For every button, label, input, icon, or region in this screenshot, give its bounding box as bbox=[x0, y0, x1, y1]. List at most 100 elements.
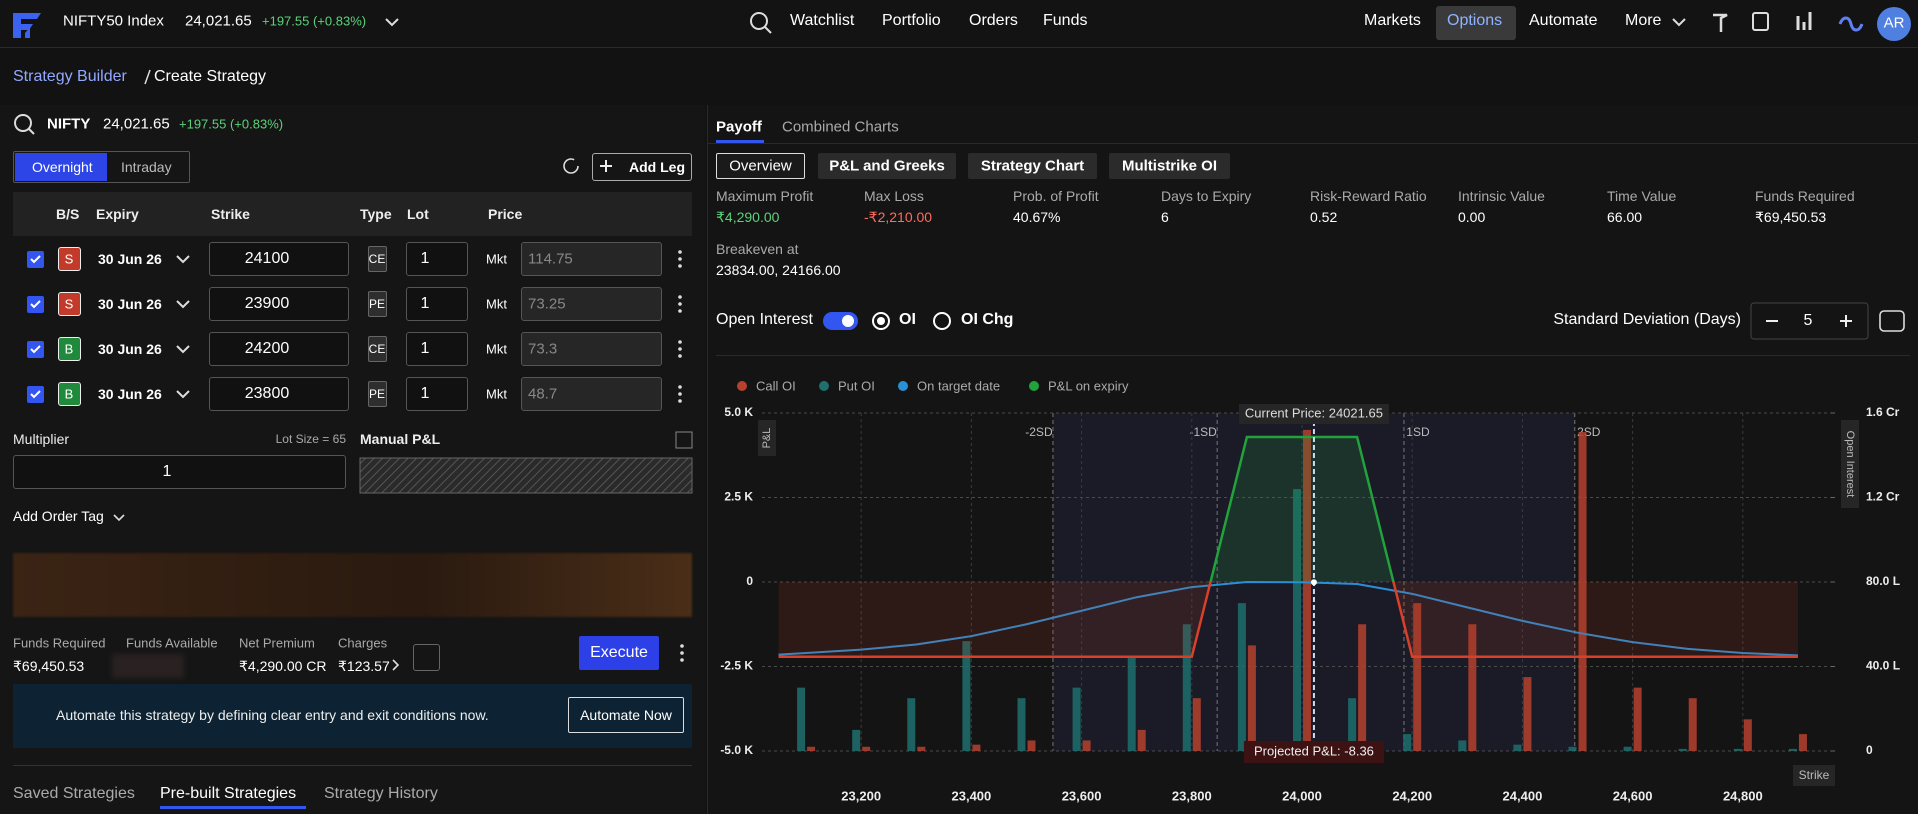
oi-bar bbox=[1523, 677, 1532, 751]
summary-label: Net Premium bbox=[239, 635, 315, 651]
side-badge[interactable] bbox=[58, 247, 81, 271]
type-box[interactable] bbox=[368, 336, 387, 362]
divider bbox=[13, 765, 692, 766]
automate-button[interactable] bbox=[568, 697, 684, 733]
lot-input[interactable] bbox=[406, 377, 468, 411]
summary-label: Funds Required bbox=[13, 635, 106, 651]
option-type: PE bbox=[368, 297, 386, 311]
avatar: AR bbox=[1883, 14, 1905, 32]
nav-link[interactable]: Automate bbox=[1529, 12, 1598, 29]
option-type: CE bbox=[368, 252, 386, 266]
refresh-charges[interactable] bbox=[413, 644, 440, 671]
x-tick-label: 24,000 bbox=[1282, 788, 1322, 803]
oi-bar bbox=[917, 746, 926, 751]
strike-input[interactable] bbox=[209, 242, 349, 276]
price-input[interactable] bbox=[521, 242, 662, 276]
sd-label: Standard Deviation (Days) bbox=[1553, 311, 1741, 328]
oi-label: Open Interest bbox=[716, 311, 813, 328]
side-badge[interactable] bbox=[58, 382, 81, 406]
lot-input[interactable] bbox=[406, 242, 468, 276]
price-input[interactable] bbox=[521, 377, 662, 411]
summary-value: ₹123.57 bbox=[338, 658, 390, 674]
y2-axis-title: Open Interest bbox=[1844, 431, 1856, 498]
order-tag[interactable]: Add Order Tag bbox=[13, 508, 104, 524]
lot-input[interactable] bbox=[406, 287, 468, 321]
strike-input[interactable] bbox=[209, 287, 349, 321]
metric-value: 0.00 bbox=[1458, 209, 1486, 225]
expiry: 30 Jun 26 bbox=[98, 386, 162, 402]
nav-link[interactable]: Funds bbox=[1043, 12, 1088, 29]
mode-toggle bbox=[13, 151, 190, 183]
lot-input[interactable] bbox=[406, 332, 468, 366]
execute-label: Execute bbox=[590, 644, 648, 661]
type-box[interactable] bbox=[368, 381, 387, 407]
option-type: CE bbox=[368, 342, 386, 356]
right-panel bbox=[707, 105, 1918, 814]
nav-link[interactable]: More bbox=[1625, 12, 1662, 29]
strike-input[interactable] bbox=[209, 377, 349, 411]
nav-link[interactable]: Portfolio bbox=[882, 12, 941, 29]
mode-tab[interactable]: Overnight bbox=[32, 159, 93, 175]
order-type: Mkt bbox=[486, 296, 507, 312]
oi-option[interactable]: OI bbox=[899, 311, 916, 328]
automate-label: Automate Now bbox=[580, 707, 672, 723]
view-tab[interactable] bbox=[968, 153, 1097, 179]
bottom-tab[interactable]: Saved Strategies bbox=[13, 785, 135, 802]
view-label: Overview bbox=[729, 157, 792, 175]
metric-value: 66.00 bbox=[1607, 209, 1643, 225]
nav-link[interactable]: Markets bbox=[1364, 12, 1421, 29]
strike-input[interactable] bbox=[209, 332, 349, 366]
side-badge[interactable] bbox=[58, 337, 81, 361]
oi-bar bbox=[1413, 603, 1422, 751]
oi-bar bbox=[1788, 748, 1797, 751]
bottom-tab[interactable]: Strategy History bbox=[324, 785, 438, 802]
x-axis-title: Strike bbox=[1799, 768, 1830, 782]
side-label: S bbox=[64, 251, 74, 267]
add-leg-button[interactable] bbox=[592, 153, 692, 181]
payoff-tab[interactable]: Payoff bbox=[716, 118, 762, 136]
nav-link[interactable]: Options bbox=[1447, 12, 1503, 29]
sd-label: 1SD bbox=[1406, 425, 1430, 439]
index-name: NIFTY50 Index bbox=[63, 12, 164, 30]
projected-box bbox=[1243, 741, 1384, 763]
legend-dot bbox=[1029, 381, 1039, 391]
view-tab[interactable] bbox=[1109, 153, 1230, 179]
index-change: +197.55 (+0.83%) bbox=[262, 13, 367, 29]
breakeven-label: Breakeven at bbox=[716, 241, 799, 257]
x-tick-label: 24,800 bbox=[1723, 788, 1763, 803]
oi-option[interactable]: OI Chg bbox=[961, 311, 1014, 328]
y-tick-label: 5.0 K bbox=[724, 405, 753, 419]
price-input[interactable] bbox=[521, 332, 662, 366]
mode-tab[interactable]: Intraday bbox=[121, 159, 172, 175]
column-header: Strike bbox=[211, 206, 250, 222]
view-tab[interactable] bbox=[716, 153, 805, 179]
summary-label: Funds Available bbox=[126, 635, 218, 651]
nav-link[interactable]: Watchlist bbox=[790, 12, 855, 29]
oi-bar bbox=[1743, 719, 1752, 751]
index-price: 24,021.65 bbox=[185, 12, 252, 30]
divider bbox=[707, 143, 1918, 144]
automate-text: Automate this strategy by defining clear… bbox=[56, 707, 489, 723]
type-box[interactable] bbox=[368, 246, 387, 272]
execute-button[interactable] bbox=[579, 636, 659, 670]
oi-bar bbox=[1137, 729, 1146, 751]
multiplier-input[interactable] bbox=[13, 455, 346, 489]
payoff-tab[interactable]: Combined Charts bbox=[782, 118, 899, 136]
view-tab[interactable] bbox=[818, 153, 956, 179]
sd-label: -2SD bbox=[1025, 425, 1053, 439]
metric-value: 6 bbox=[1161, 209, 1169, 225]
oi-bar bbox=[1633, 687, 1642, 751]
price-input[interactable] bbox=[521, 287, 662, 321]
breadcrumb-link[interactable]: Strategy Builder bbox=[13, 68, 127, 85]
legend-label: Call OI bbox=[756, 378, 796, 393]
side-badge[interactable] bbox=[58, 292, 81, 316]
y-tick-label: -2.5 K bbox=[720, 659, 753, 673]
bottom-tab[interactable]: Pre-built Strategies bbox=[160, 785, 297, 802]
nav-link[interactable]: Orders bbox=[969, 12, 1018, 29]
strike: 23900 bbox=[244, 295, 290, 312]
x-tick-label: 24,200 bbox=[1392, 788, 1432, 803]
type-box[interactable] bbox=[368, 291, 387, 317]
summary-value: ₹69,450.53 bbox=[13, 658, 85, 674]
summary-value: ₹4,290.00 CR bbox=[239, 658, 327, 674]
